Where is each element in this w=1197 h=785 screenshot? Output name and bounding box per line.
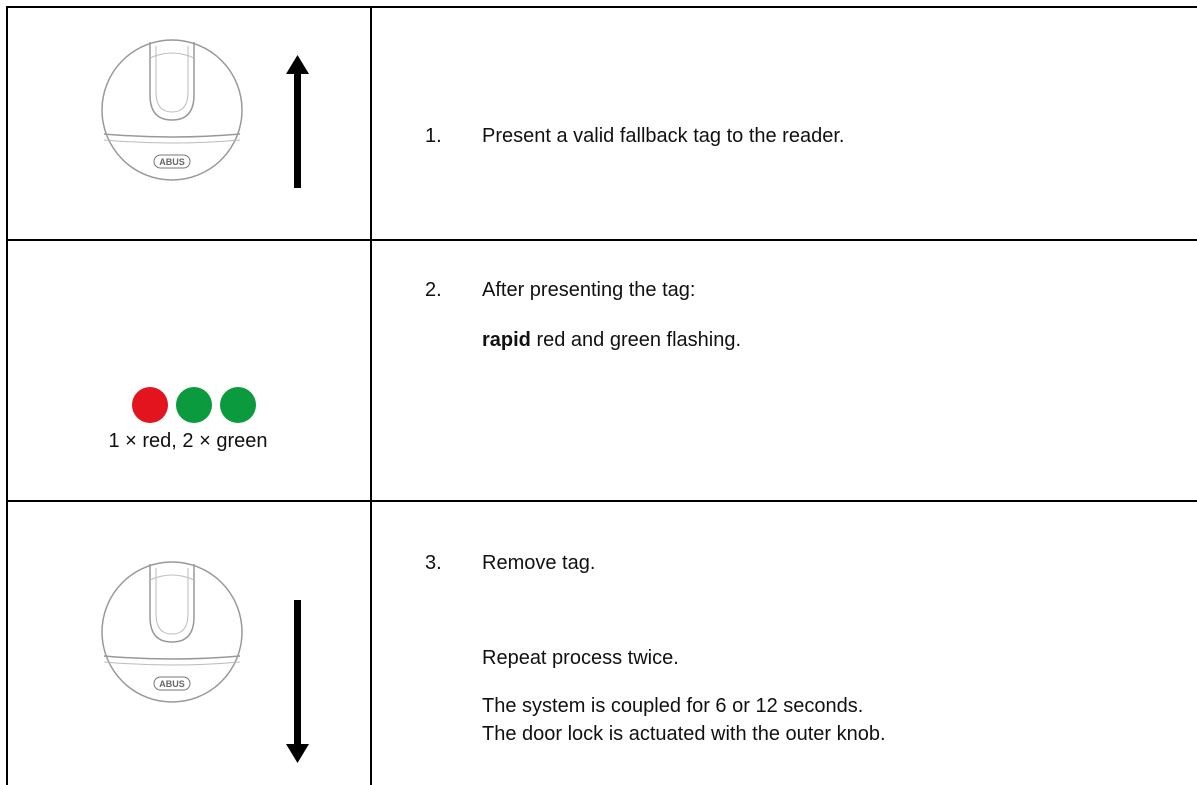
step-number: 2. <box>425 279 442 301</box>
step-text: Remove tag. <box>482 552 596 574</box>
step-text: red and green flashing. <box>530 329 742 351</box>
led-illustration <box>132 387 256 423</box>
device-label: ABUS <box>159 679 185 689</box>
note: The system is coupled for 6 or 12 second… <box>482 695 864 717</box>
table-border <box>6 6 8 785</box>
step-text: After presenting the tag: <box>482 279 696 301</box>
note: Repeat process twice. <box>482 647 679 669</box>
step-number: 3. <box>425 552 442 574</box>
table-border <box>6 500 1197 502</box>
reader-illustration: ABUS <box>101 39 309 188</box>
led-caption: 1 × red, 2 × green <box>108 430 268 452</box>
step-number: 1. <box>425 125 442 147</box>
device-label: ABUS <box>159 157 185 167</box>
table-border <box>370 6 372 785</box>
table-border <box>6 239 1197 241</box>
note: The door lock is actuated with the outer… <box>482 723 886 745</box>
step-text: rapid red and green flashing. <box>482 328 741 352</box>
reader-illustration: ABUS <box>101 561 309 763</box>
step-text: Present a valid fallback tag to the read… <box>482 125 845 147</box>
table-border <box>6 6 1197 8</box>
emphasis: rapid <box>482 329 531 351</box>
